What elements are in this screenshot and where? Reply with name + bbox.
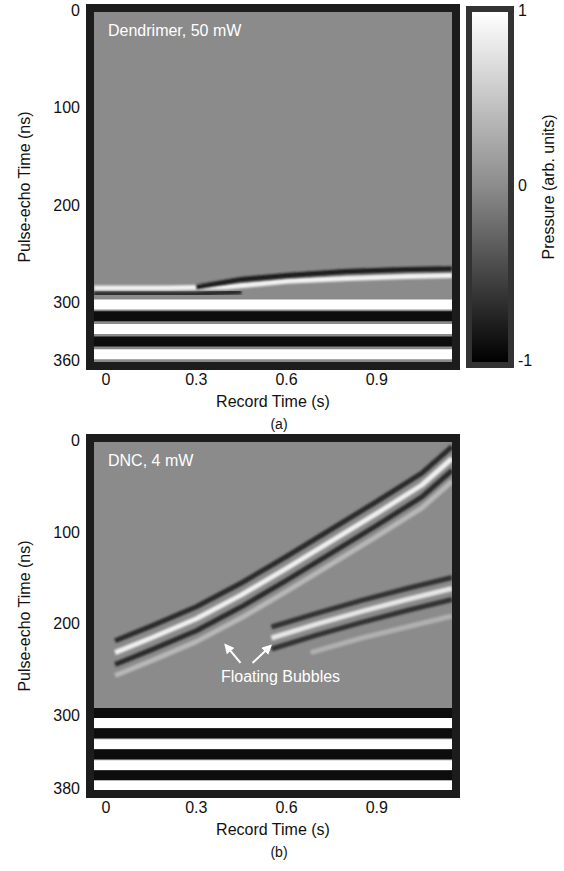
annotation: Floating Bubbles bbox=[221, 668, 340, 685]
x-tick-label: 0.9 bbox=[366, 799, 388, 816]
x-tick-label: 0 bbox=[102, 371, 111, 388]
annotation-arrow bbox=[226, 645, 241, 663]
echo-trace bbox=[115, 470, 452, 664]
plot-frame bbox=[90, 8, 456, 366]
colorbar-tick-label: 0 bbox=[518, 177, 527, 194]
x-axis-title: Record Time (s) bbox=[216, 393, 330, 410]
y-tick-label: 0 bbox=[71, 432, 80, 449]
echo-trace bbox=[311, 616, 452, 653]
echo-band bbox=[94, 349, 452, 359]
panel-caption: (a) bbox=[270, 416, 287, 432]
y-axis-title: Pulse-echo Time (ns) bbox=[16, 540, 33, 691]
annotation-arrow bbox=[253, 646, 271, 663]
colorbar-title: Pressure (arb. units) bbox=[540, 115, 557, 260]
echo-band bbox=[94, 311, 452, 321]
echo-trace bbox=[94, 292, 241, 294]
echo-band bbox=[94, 739, 452, 749]
x-tick-label: 0.3 bbox=[185, 799, 207, 816]
x-tick-label: 0.3 bbox=[185, 371, 207, 388]
y-tick-label: 100 bbox=[53, 99, 80, 116]
y-tick-label: 380 bbox=[53, 780, 80, 797]
colorbar-frame bbox=[469, 9, 511, 365]
x-tick-label: 0.9 bbox=[366, 371, 388, 388]
echo-band bbox=[94, 337, 452, 347]
echo-band bbox=[94, 718, 452, 728]
panel: 0 0.3 0.6 0.9 0 100 200 300 360 Record Time (s) Pu… bbox=[16, 2, 557, 432]
y-tick-label: 200 bbox=[53, 197, 80, 214]
x-axis-title: Record Time (s) bbox=[216, 821, 330, 838]
x-tick-label: 0.6 bbox=[275, 371, 297, 388]
plot-frame bbox=[90, 438, 456, 794]
panel-title: Dendrimer, 50 mW bbox=[108, 22, 242, 39]
colorbar-tick-label: 1 bbox=[518, 2, 527, 19]
echo-band bbox=[94, 760, 452, 770]
plot-background bbox=[94, 442, 452, 790]
echo-band bbox=[94, 728, 452, 738]
panel: 0 0.3 0.6 0.9 0 100 200 300 380 Record Time (s) Pu… bbox=[16, 432, 456, 860]
echo-trace bbox=[115, 481, 452, 675]
figure: 00.30.60.90100200300360Record Time (s)Pu… bbox=[0, 0, 564, 871]
y-tick-label: 200 bbox=[53, 615, 80, 632]
echo-band bbox=[94, 708, 452, 718]
echo-trace bbox=[115, 459, 452, 653]
echo-trace bbox=[272, 589, 453, 639]
y-tick-label: 0 bbox=[71, 2, 80, 19]
echo-band bbox=[94, 324, 452, 334]
y-tick-label: 360 bbox=[53, 352, 80, 369]
echo-trace bbox=[196, 269, 452, 287]
plot-background bbox=[94, 12, 452, 362]
colorbar bbox=[472, 12, 508, 362]
echo-band bbox=[94, 770, 452, 780]
x-tick-label: 0 bbox=[102, 799, 111, 816]
y-tick-label: 100 bbox=[53, 524, 80, 541]
y-tick-label: 300 bbox=[53, 707, 80, 724]
colorbar-tick-label: -1 bbox=[518, 352, 532, 369]
panel-caption: (b) bbox=[270, 844, 287, 860]
y-axis-title: Pulse-echo Time (ns) bbox=[16, 111, 33, 262]
echo-band bbox=[94, 780, 452, 790]
echo-band bbox=[94, 749, 452, 759]
data-layer bbox=[94, 447, 452, 786]
echo-trace bbox=[272, 578, 453, 628]
data-layer bbox=[94, 269, 452, 355]
echo-band bbox=[94, 300, 452, 310]
y-tick-label: 300 bbox=[53, 294, 80, 311]
x-tick-label: 0.6 bbox=[275, 799, 297, 816]
panel-title: DNC, 4 mW bbox=[108, 452, 194, 469]
